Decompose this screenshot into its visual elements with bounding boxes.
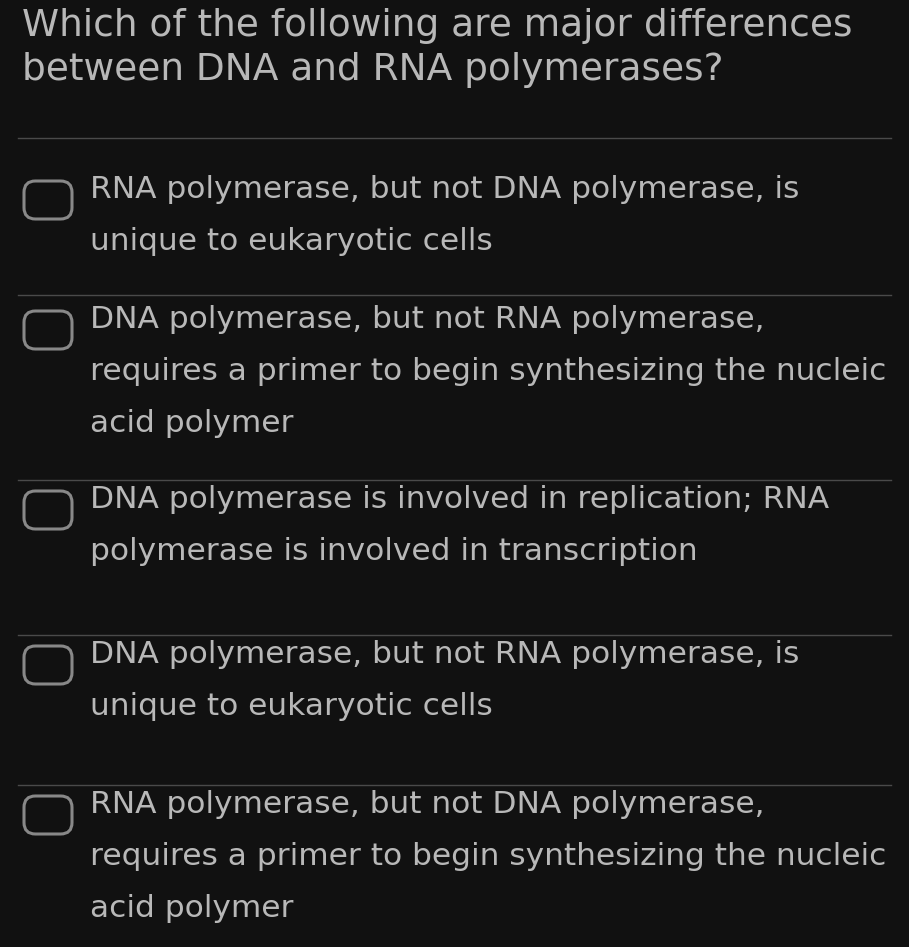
Text: requires a primer to begin synthesizing the nucleic: requires a primer to begin synthesizing …	[90, 357, 886, 386]
Text: unique to eukaryotic cells: unique to eukaryotic cells	[90, 227, 493, 256]
Text: between DNA and RNA polymerases?: between DNA and RNA polymerases?	[22, 52, 724, 88]
Text: acid polymer: acid polymer	[90, 409, 294, 438]
Text: DNA polymerase, but not RNA polymerase,: DNA polymerase, but not RNA polymerase,	[90, 305, 764, 334]
Text: unique to eukaryotic cells: unique to eukaryotic cells	[90, 692, 493, 721]
Text: RNA polymerase, but not DNA polymerase,: RNA polymerase, but not DNA polymerase,	[90, 790, 764, 819]
Text: acid polymer: acid polymer	[90, 894, 294, 923]
Text: RNA polymerase, but not DNA polymerase, is: RNA polymerase, but not DNA polymerase, …	[90, 175, 799, 204]
Text: DNA polymerase is involved in replication; RNA: DNA polymerase is involved in replicatio…	[90, 485, 829, 514]
Text: DNA polymerase, but not RNA polymerase, is: DNA polymerase, but not RNA polymerase, …	[90, 640, 799, 669]
Text: Which of the following are major differences: Which of the following are major differe…	[22, 8, 853, 44]
Text: polymerase is involved in transcription: polymerase is involved in transcription	[90, 537, 697, 566]
Text: requires a primer to begin synthesizing the nucleic: requires a primer to begin synthesizing …	[90, 842, 886, 871]
